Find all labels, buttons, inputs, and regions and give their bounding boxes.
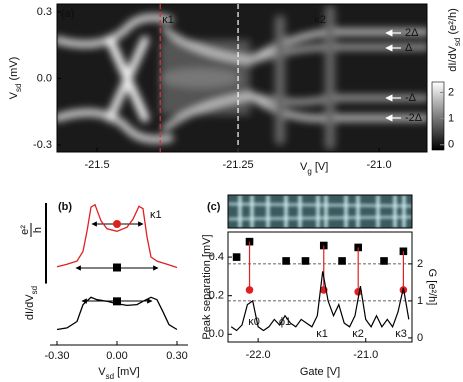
y-axis-label-part: V — [8, 91, 20, 99]
point — [301, 257, 310, 265]
colorbar — [431, 81, 445, 151]
annotation: κ3 — [395, 328, 407, 340]
point — [380, 257, 388, 265]
curve — [56, 296, 178, 331]
x-axis-label: Vsd [mV] — [98, 366, 139, 381]
y-axis-label-part: sd — [30, 286, 39, 294]
scale-bar-label: e² h — [19, 223, 44, 237]
x-axis-label-part: [mV] — [114, 366, 140, 378]
scale-bar-label-bottom: h — [32, 227, 44, 233]
panel-a: -21.5 -21.25 -21.00.30.0-0.3Vg [V]Vsd (mV)… — [8, 3, 462, 176]
x-axis-label-part: V — [98, 366, 106, 378]
x-axis-label-part: g — [307, 167, 311, 176]
y2-tick-label: 1 — [417, 295, 423, 307]
separation-arrows — [75, 221, 159, 304]
x-axis-label: Vg [V] — [300, 161, 328, 176]
x-axis-label: Gate [V] — [300, 366, 340, 378]
x-axis-label-part: [V] — [312, 161, 329, 173]
y2-tick-label: 2 — [417, 258, 423, 270]
panel-label: (c) — [207, 201, 221, 213]
y2-tick-label: 0 — [417, 332, 423, 344]
annotation-arrows — [385, 29, 401, 122]
x-tick-label: -21.25 — [222, 159, 253, 171]
point — [245, 286, 254, 294]
x-tick-label: 0.00 — [106, 350, 127, 362]
y-axis-label: Vsd (mV) — [8, 57, 23, 100]
point — [338, 257, 346, 265]
colorbar-label-part: (e²/h) — [447, 8, 459, 37]
panel-label: (a) — [61, 8, 75, 20]
colorbar-tick-label: 1 — [448, 113, 454, 125]
heatmap-image — [57, 4, 427, 152]
y-tick-label: 0.0 — [37, 72, 52, 84]
annotation: κ0 — [248, 316, 260, 328]
x-tick-label: -21.0 — [367, 159, 392, 171]
y-axis-label-part: (mV) — [8, 57, 20, 84]
y-axis-label-part: dI/dV — [24, 294, 36, 320]
x-tick-label: -21.0 — [353, 349, 378, 361]
colorbar-label-part: sd — [453, 38, 462, 46]
inset-frame — [227, 194, 413, 229]
panel-label: (b) — [58, 201, 72, 213]
frame — [227, 231, 413, 343]
point — [282, 257, 290, 265]
colorbar-tick-label: 2 — [448, 86, 454, 98]
annotation: κ2 — [314, 14, 326, 26]
y-axis-label: Peak separation [mV] — [201, 234, 213, 339]
annotation: κ1 — [150, 209, 162, 221]
inset-image — [228, 195, 412, 228]
colorbar-label: dI/dVsd (e²/h) — [447, 8, 462, 71]
scale-bar-label-top: e² — [19, 225, 31, 235]
x-axis-label-part: sd — [106, 372, 114, 381]
y-tick-label: 0.2 — [209, 290, 224, 302]
x-tick-label: -22.0 — [246, 349, 271, 361]
y-tick-label: -0.3 — [33, 139, 52, 151]
colorbar-tick-label: 0 — [448, 139, 454, 151]
annotation: Δ — [405, 42, 413, 54]
point — [113, 263, 121, 272]
annotation: κ1 — [316, 328, 328, 340]
annotation: -2Δ — [405, 112, 423, 124]
annotation: κ1 — [162, 14, 174, 26]
point — [113, 220, 121, 228]
colorbar-label-part: dI/dV — [447, 45, 459, 71]
y-axis-label-part: sd — [14, 84, 23, 92]
y-tick-label: 0.4 — [209, 251, 224, 263]
x-tick-label: -21.5 — [85, 159, 110, 171]
point — [113, 297, 121, 306]
panel-c: -22.0 -21.0 0.0 0.2 0.4 0 1 2 Gate [V] Peak separ… — [201, 194, 438, 378]
y-tick-label: 0.0 — [209, 328, 224, 340]
x-tick-label: 0.30 — [166, 350, 187, 362]
point — [232, 253, 241, 261]
x-tick-label: -0.30 — [44, 350, 69, 362]
annotation: 2Δ — [405, 27, 419, 39]
curve — [56, 203, 178, 269]
annotation: -Δ — [405, 92, 417, 104]
x-axis-label-part: V — [300, 161, 308, 173]
annotation: ϕ1 — [279, 316, 291, 328]
annotation: κ2 — [352, 328, 364, 340]
y-axis-label: dI/dVsd — [24, 286, 39, 320]
y2-axis-label: G [e²/h] — [426, 269, 438, 306]
curve — [230, 271, 410, 332]
y-tick-label: 0.3 — [37, 6, 52, 18]
